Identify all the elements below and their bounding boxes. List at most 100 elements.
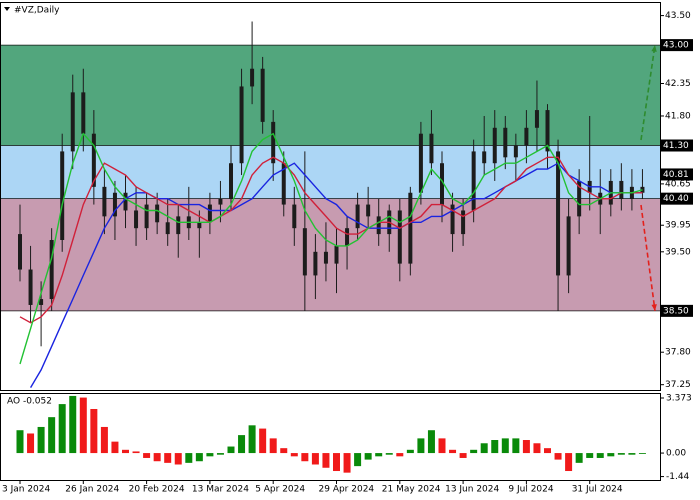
indicator-tick-label: 0.00	[666, 449, 686, 459]
ao-bar	[90, 408, 98, 454]
indicator-frame	[0, 393, 661, 481]
ao-bar	[385, 453, 393, 455]
candle-body	[28, 269, 33, 305]
ao-bar	[16, 430, 24, 454]
candle-body	[102, 186, 107, 217]
candle-body	[619, 180, 624, 199]
ao-bar	[491, 440, 499, 454]
ma-line	[29, 162, 643, 388]
candle-body	[566, 216, 571, 276]
candle-body	[492, 127, 497, 164]
candle-body	[534, 110, 539, 128]
last-price-box	[661, 168, 693, 181]
ao-bar	[79, 397, 87, 454]
candle-body	[218, 198, 223, 205]
ao-bar	[554, 453, 562, 460]
ao-bar	[122, 449, 129, 454]
level-label: 43.00	[663, 41, 689, 51]
level-box	[661, 39, 693, 52]
ma-line	[19, 156, 643, 324]
last-price-label: 40.81	[663, 170, 689, 180]
ao-bar	[354, 453, 362, 467]
y-tick-label: 40.65	[665, 179, 691, 189]
ao-bar	[174, 453, 182, 465]
candle-body	[70, 92, 75, 152]
zone	[1, 45, 660, 146]
level-label: 38.50	[663, 306, 689, 316]
x-tick-label: 21 May 2024	[382, 485, 441, 495]
candle-body	[513, 145, 518, 158]
candle-body	[323, 251, 328, 264]
candle-body	[471, 151, 476, 211]
ao-bar	[238, 435, 246, 454]
ao-bar	[143, 453, 151, 458]
ao-bar	[37, 426, 45, 454]
y-tick-label: 39.95	[665, 221, 691, 231]
candle-body	[345, 228, 350, 246]
x-tick-label: 13 Jun 2024	[445, 485, 499, 495]
candle-body	[112, 192, 117, 217]
ao-bar	[522, 440, 530, 454]
ao-bar	[343, 453, 351, 473]
ao-bar	[58, 404, 66, 454]
ao-bar	[628, 453, 636, 455]
ao-bar	[132, 451, 140, 454]
ao-bar	[216, 453, 224, 455]
ao-bar	[459, 453, 467, 458]
ao-bar	[111, 441, 119, 454]
ao-bar	[617, 453, 625, 455]
chart-title: #VZ,Daily	[14, 6, 60, 16]
x-tick-label: 26 Jan 2024	[65, 485, 119, 495]
ao-bar	[375, 453, 383, 457]
candle-body	[207, 204, 212, 223]
candle-body	[144, 204, 149, 229]
ao-bar	[269, 438, 277, 454]
candle-body	[524, 127, 529, 146]
title-icon	[4, 7, 10, 11]
ao-bar	[69, 395, 77, 454]
ao-bar	[364, 453, 372, 460]
ao-bar	[417, 438, 425, 454]
x-tick-label: 9 Jul 2024	[508, 485, 553, 495]
ao-bar	[607, 453, 615, 457]
level-label: 40.40	[663, 194, 689, 204]
candle-body	[408, 192, 413, 264]
candle-body	[397, 210, 402, 264]
candle-body	[355, 204, 360, 229]
candle-body	[123, 192, 128, 211]
ao-bar	[533, 443, 541, 454]
ao-bar	[27, 433, 35, 454]
ao-bar	[638, 453, 646, 454]
ao-bar	[164, 453, 172, 463]
ao-bar	[575, 453, 583, 463]
candle-body	[229, 163, 233, 199]
ao-bar	[544, 448, 551, 454]
candle-body	[556, 151, 561, 276]
ao-bar	[248, 425, 256, 454]
candle-body	[260, 68, 265, 122]
x-tick-label: 29 Apr 2024	[319, 485, 375, 495]
candle-body	[18, 234, 22, 270]
ao-bar	[596, 453, 604, 458]
candle-body	[39, 299, 44, 305]
ao-bar	[280, 448, 288, 454]
candle-body	[334, 245, 339, 264]
candle-body	[49, 239, 54, 300]
y-tick-label: 37.25	[665, 380, 691, 390]
main-frame	[0, 2, 661, 391]
ma-line	[19, 132, 643, 365]
x-tick-label: 13 Mar 2024	[192, 485, 249, 495]
zone	[1, 145, 660, 199]
level-box	[661, 139, 693, 152]
candle-body	[176, 216, 181, 235]
x-tick-label: 3 Jan 2024	[2, 485, 50, 495]
candle-body	[482, 151, 487, 164]
candle-body	[239, 86, 244, 164]
indicator-tick-label: 3.373	[666, 394, 692, 404]
y-tick-label: 41.80	[665, 111, 691, 121]
candle-body	[418, 133, 423, 193]
candle-body	[197, 222, 202, 229]
ao-bar	[290, 453, 298, 457]
candle-body	[429, 133, 434, 164]
zones	[1, 44, 660, 312]
